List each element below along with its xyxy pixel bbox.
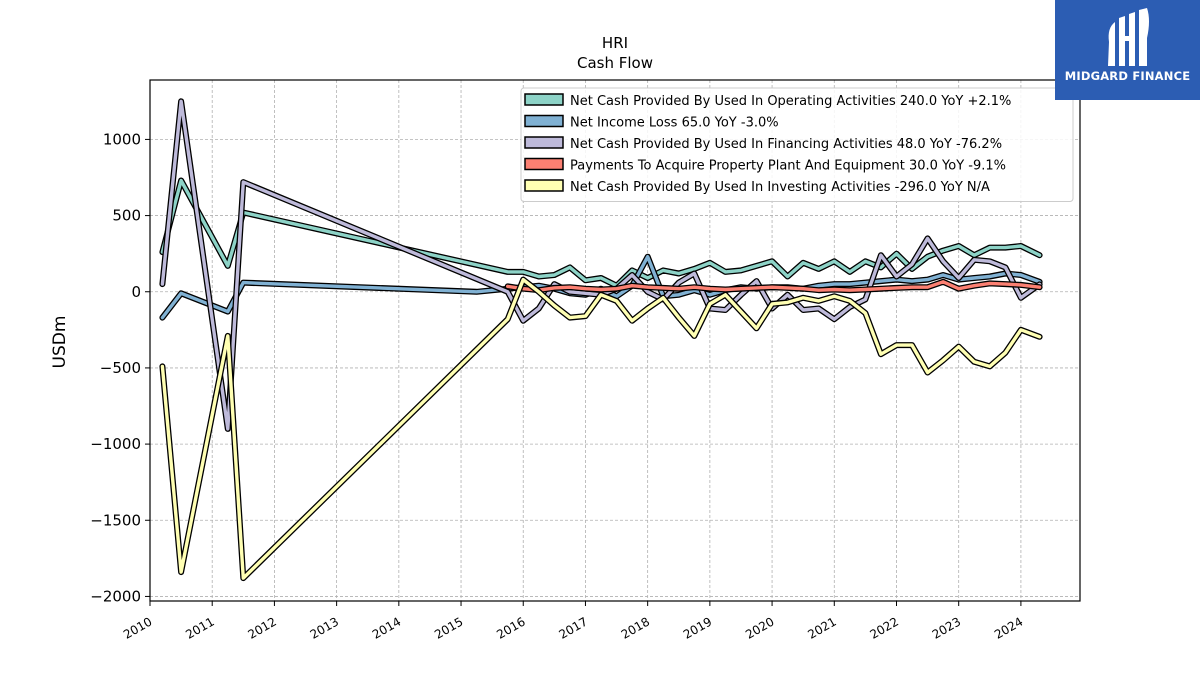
- chart-subtitle: Cash Flow: [577, 54, 653, 72]
- y-tick-label: −500: [100, 359, 141, 377]
- x-tick-label: 2024: [992, 614, 1025, 641]
- x-axis: 2010 2011 2012 2013 2014 2015 2016 2017 2018 2019…: [121, 601, 1025, 642]
- series-line-4: [506, 280, 1042, 292]
- series-layer: [159, 98, 1043, 582]
- series-line-outline-5: [159, 276, 1043, 582]
- legend-swatch: [524, 179, 564, 192]
- legend-box: [520, 87, 1074, 202]
- x-tick-label: 2014: [370, 614, 403, 641]
- y-tick-label: −2000: [90, 587, 141, 605]
- legend-label: Net Cash Provided By Used In Investing A…: [570, 180, 990, 195]
- x-tick-label: 2022: [868, 614, 901, 641]
- brand-logo: MIDGARD FINANCE: [1055, 0, 1200, 100]
- x-tick-label: 2010: [121, 614, 154, 641]
- legend-label: Net Income Loss 65.0 YoY -3.0%: [570, 116, 779, 131]
- brand-name: MIDGARD FINANCE: [1064, 69, 1191, 83]
- series-line-5: [160, 277, 1042, 580]
- x-tick-label: 2013: [308, 614, 341, 641]
- plot-frame: [149, 79, 1081, 602]
- legend-swatch: [524, 136, 564, 149]
- legend-swatch: [524, 93, 564, 106]
- x-tick-label: 2020: [743, 614, 776, 641]
- y-tick-label: 500: [112, 207, 141, 225]
- x-tick-label: 2019: [681, 614, 714, 641]
- y-axis-label: USDm: [50, 316, 70, 369]
- midgard-logo-icon: [1108, 8, 1149, 66]
- y-tick-label: −1000: [90, 435, 141, 453]
- legend-swatch: [524, 157, 564, 171]
- y-tick-label: 1000: [103, 130, 141, 148]
- x-tick-label: 2012: [245, 614, 278, 641]
- legend-label: Payments To Acquire Property Plant And E…: [570, 159, 1006, 174]
- x-tick-label: 2015: [432, 614, 465, 641]
- x-tick-label: 2017: [556, 614, 589, 641]
- x-tick-label: 2023: [930, 614, 963, 641]
- legend-label: Net Cash Provided By Used In Financing A…: [570, 137, 1002, 152]
- x-tick-label: 2011: [183, 614, 216, 641]
- chart-title: HRI: [602, 34, 628, 52]
- x-tick-label: 2018: [619, 614, 652, 641]
- y-tick-label: −1500: [90, 511, 141, 529]
- legend-label: Net Cash Provided By Used In Operating A…: [570, 94, 1011, 109]
- x-tick-label: 2021: [805, 614, 838, 641]
- y-axis: −2000 −1500 −1000 −500 0 500 1000: [90, 130, 150, 605]
- y-tick-label: 0: [131, 283, 141, 301]
- legend: Net Cash Provided By Used In Operating A…: [520, 87, 1074, 202]
- legend-swatch: [524, 114, 564, 128]
- x-tick-label: 2016: [494, 614, 527, 641]
